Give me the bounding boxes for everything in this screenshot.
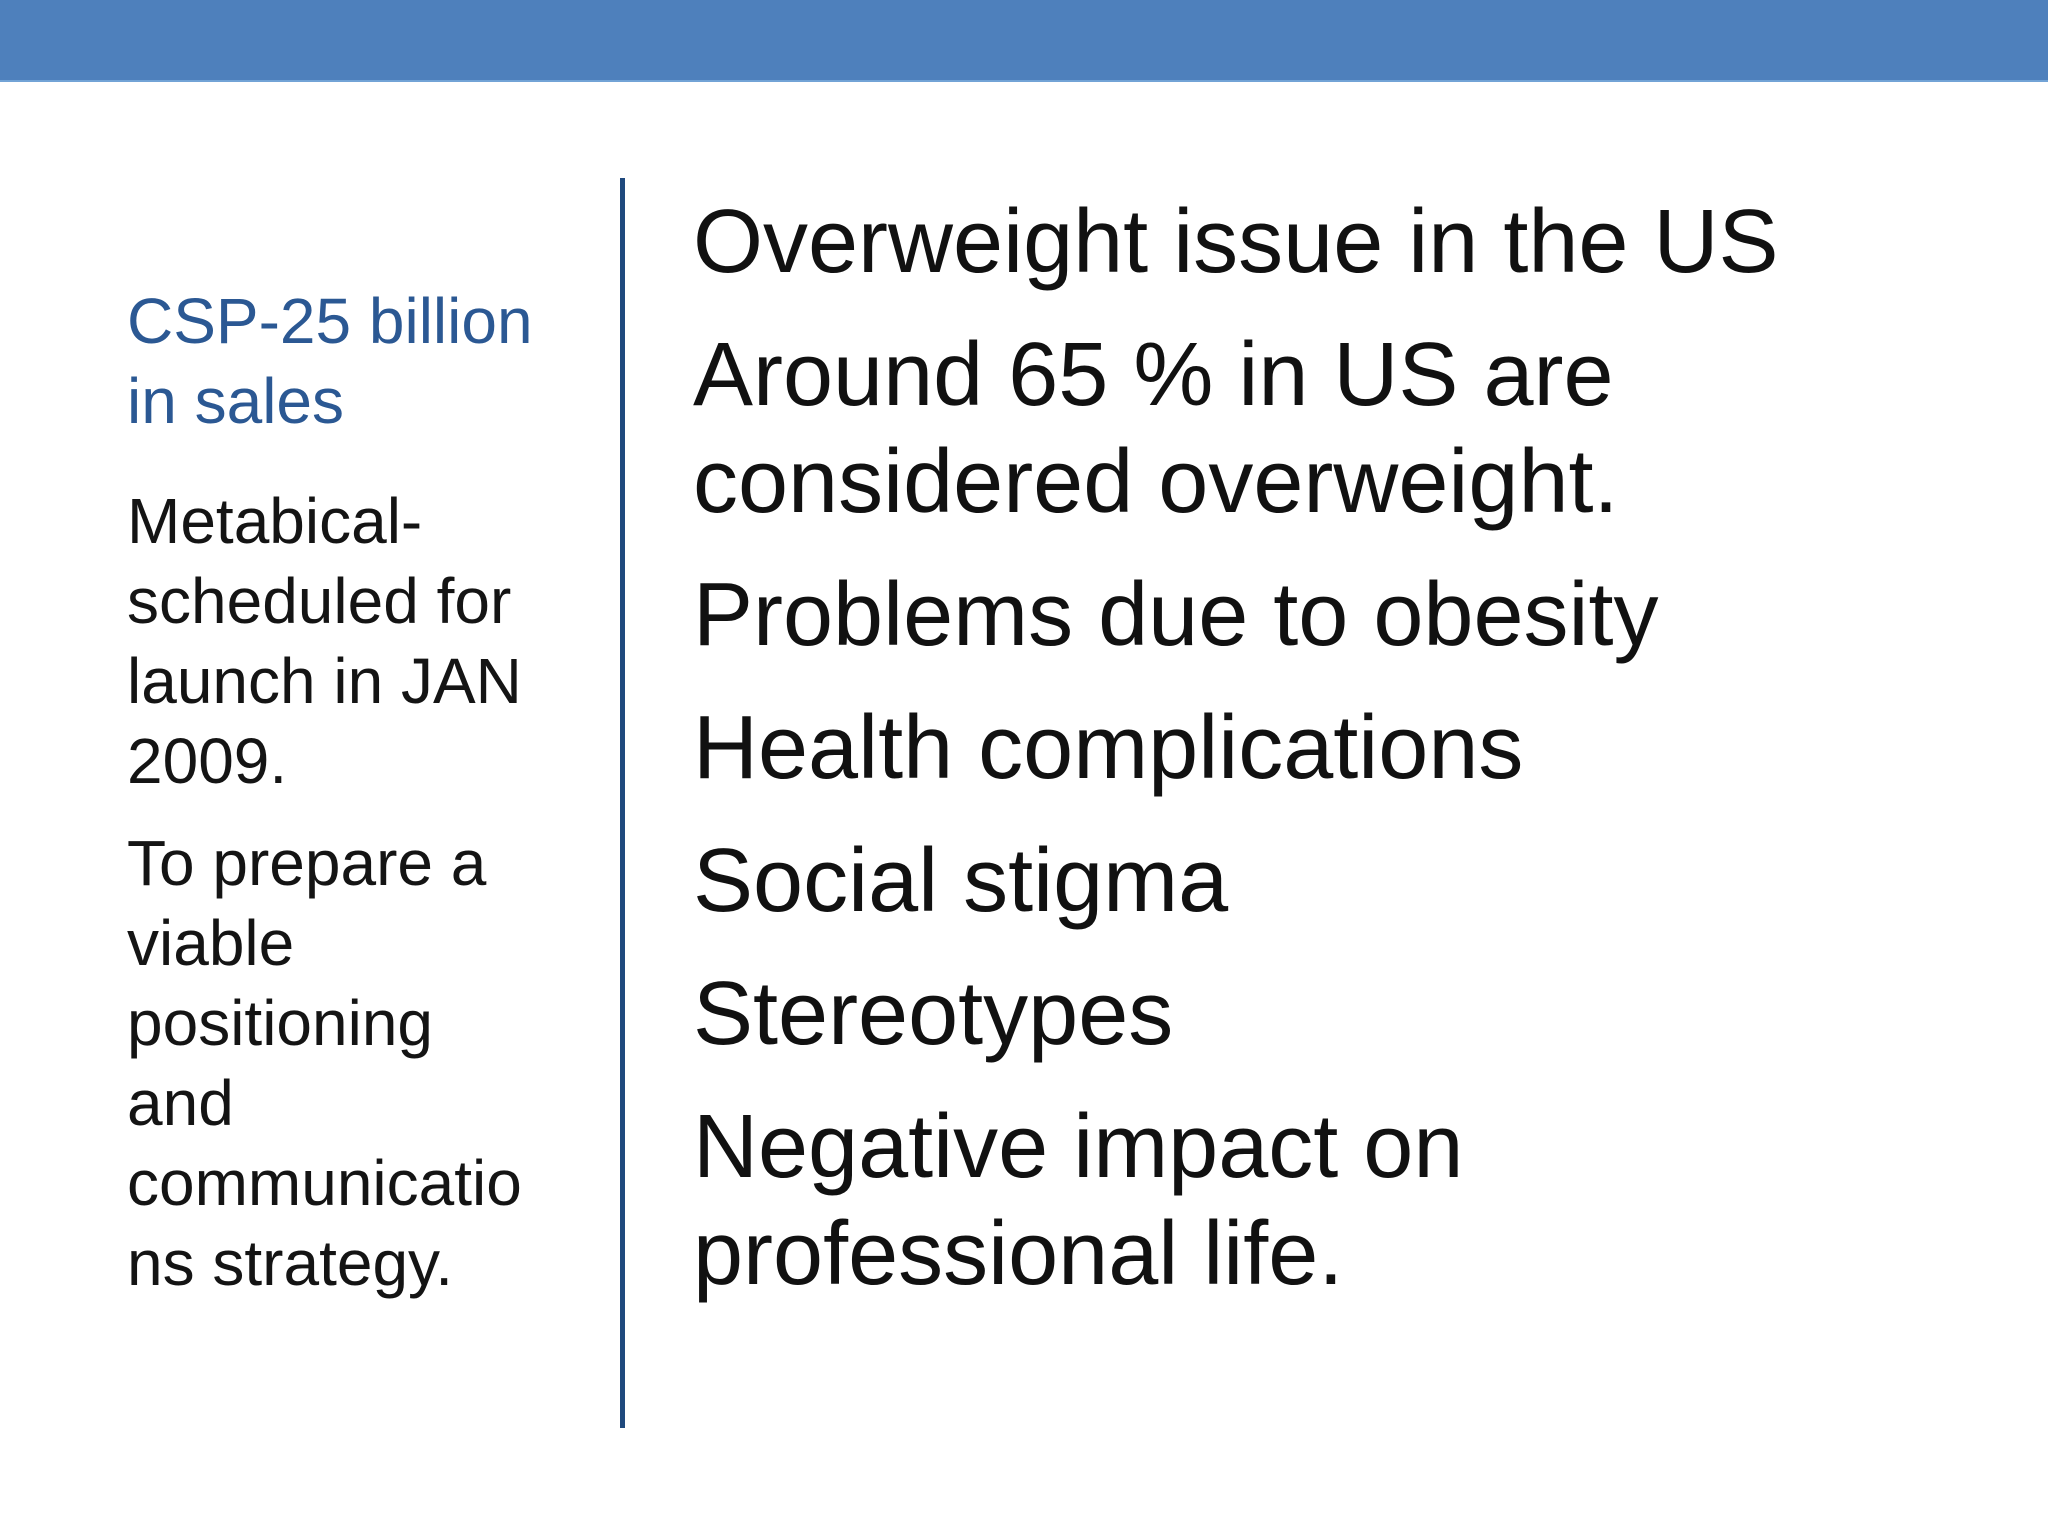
list-item-around-65-percent: Around 65 % in US are considered overwei…	[693, 325, 1619, 532]
list-item-stereotypes: Stereotypes	[693, 964, 1174, 1064]
sidebar-heading: CSP-25 billion in sales	[127, 285, 533, 437]
list-item-health-complications: Health complications	[693, 698, 1524, 798]
sidebar-paragraph-strategy: To prepare a viable positioning and comm…	[127, 827, 522, 1299]
vertical-divider	[620, 178, 625, 1428]
sidebar-paragraph-launch: Metabical-scheduled for launch in JAN 20…	[127, 485, 522, 797]
list-item-overweight-issue: Overweight issue in the US	[693, 192, 1779, 292]
list-item-social-stigma: Social stigma	[693, 831, 1229, 931]
header-accent-bar	[0, 0, 2048, 82]
list-item-negative-impact: Negative impact on professional life.	[693, 1097, 1464, 1304]
sidebar-text-block: CSP-25 billion in sales Metabical-schedu…	[127, 281, 547, 1303]
list-item-problems-obesity: Problems due to obesity	[693, 565, 1659, 665]
main-content-list: Overweight issue in the US Around 65 % i…	[693, 189, 1943, 1334]
